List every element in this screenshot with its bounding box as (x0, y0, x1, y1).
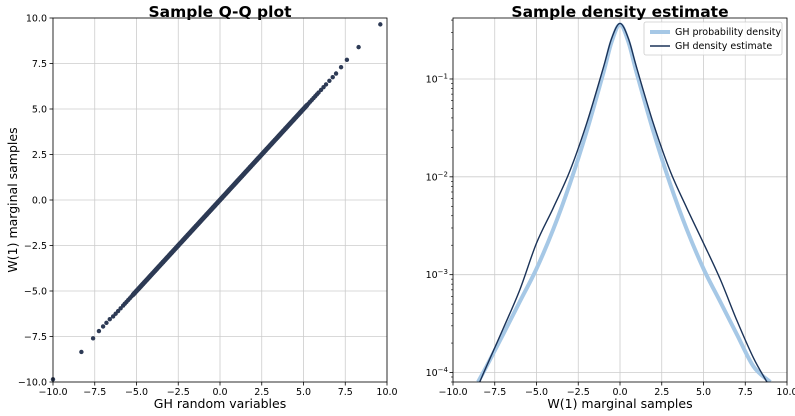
qq-point (96, 328, 102, 334)
qq-xtick-label: −10.0 (38, 387, 67, 398)
density-xtick-label: −10.0 (438, 387, 467, 398)
qq-point (338, 64, 344, 70)
qq-point (323, 82, 329, 87)
qq-ylabel: W(1) marginal samples (5, 127, 20, 272)
qq-xtick-label: 7.5 (338, 387, 353, 398)
density-xtick-label: −5.0 (525, 387, 548, 398)
density-xtick-label: 7.5 (738, 387, 753, 398)
density-xtick-label: 5.0 (696, 387, 711, 398)
density-ytick-label: 10−3 (426, 268, 448, 281)
qq-point (378, 22, 383, 27)
qq-ytick-label: −10.0 (18, 378, 47, 389)
qq-point (344, 57, 350, 63)
qq-xtick-label: 0.0 (212, 387, 227, 398)
qq-ytick-label: −5.0 (24, 287, 47, 298)
qq-ylabel-text: W(1) marginal samples (5, 127, 20, 272)
qq-point (104, 320, 109, 326)
density-yticks: 10−4 10−3 10−2 10−1 (426, 19, 453, 383)
density-title: Sample density estimate (511, 3, 728, 21)
qq-xticks: −10.0 −7.5 −5.0 −2.5 0.0 2.5 5.0 7.5 10.0 (38, 382, 398, 398)
density-legend-label-estimate: GH density estimate (675, 41, 772, 52)
qq-ytick-label: 5.0 (32, 105, 47, 116)
qq-ytick-label: 10.0 (26, 14, 47, 25)
qq-point (90, 336, 96, 341)
qq-ytick-label: 0.0 (32, 196, 47, 207)
qq-point (327, 78, 332, 83)
density-xtick-label: 0.0 (612, 387, 627, 398)
density-xtick-label: −2.5 (567, 387, 590, 398)
density-legend-label-pdf: GH probability density (675, 27, 781, 38)
qq-plot: Sample Q-Q plot −10.0 −7.5 −5.0 −2.5 0.0 2.5 5… (5, 3, 398, 411)
qq-xtick-label: −5.0 (125, 387, 148, 398)
density-series-gh-estimate (479, 22, 768, 382)
qq-ytick-label: −7.5 (24, 332, 47, 343)
qq-ytick-label: 7.5 (32, 59, 47, 70)
density-ytick-label: 10−2 (426, 170, 448, 183)
density-lines (476, 22, 772, 382)
qq-ytick-label: −2.5 (24, 241, 47, 252)
qq-point (333, 71, 339, 76)
qq-point (130, 292, 136, 297)
qq-xtick-label: 5.0 (296, 387, 311, 398)
density-ytick-label: 10−4 (426, 366, 449, 379)
qq-ytick-label: 2.5 (32, 150, 47, 161)
density-legend-box (643, 21, 783, 56)
qq-point (356, 44, 361, 50)
density-xlabel: W(1) marginal samples (547, 396, 692, 411)
qq-point (107, 317, 112, 322)
density-series-gh-pdf (476, 22, 772, 382)
qq-xtick-label: −2.5 (167, 387, 190, 398)
density-ytick-label: 10−1 (426, 72, 448, 85)
qq-xtick-label: 10.0 (376, 387, 397, 398)
density-xtick-label: 10.0 (776, 387, 795, 398)
density-xtick-label: −7.5 (483, 387, 506, 398)
qq-point (79, 349, 84, 355)
density-plot: Sample density estimate −10.0 −7.5 −5.0 −2.… (426, 3, 795, 411)
qq-point (100, 324, 106, 329)
qq-title: Sample Q-Q plot (148, 3, 292, 21)
density-xtick-label: 2.5 (654, 387, 669, 398)
qq-yticks: −10.0 −7.5 −5.0 −2.5 0.0 2.5 5.0 7.5 10.0 (18, 14, 53, 389)
qq-xtick-label: −7.5 (83, 387, 106, 398)
density-legend: GH probability density GH density estimat… (643, 21, 783, 56)
qq-points (50, 22, 383, 382)
density-xticks: −10.0 −7.5 −5.0 −2.5 0.0 2.5 5.0 7.5 10.0 (438, 382, 795, 398)
qq-xlabel: GH random variables (154, 396, 286, 411)
qq-xtick-label: 2.5 (254, 387, 269, 398)
qq-point (330, 74, 335, 80)
density-grid (452, 18, 788, 382)
